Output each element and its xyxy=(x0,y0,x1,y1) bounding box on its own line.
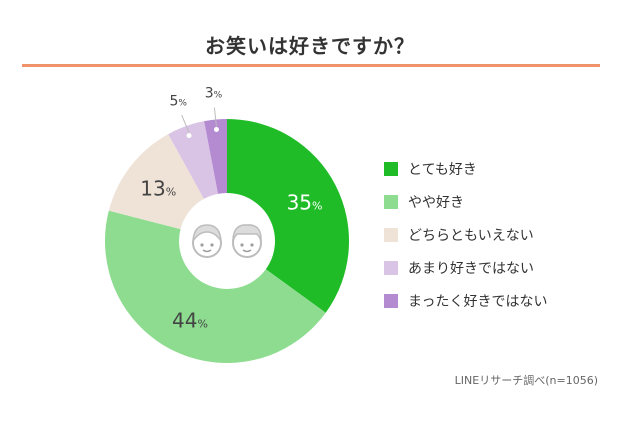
label-dot-3 xyxy=(186,133,192,139)
slice-4 xyxy=(204,119,227,194)
label-line-3 xyxy=(181,114,190,133)
person-icon-right xyxy=(232,224,262,258)
legend-label-0: とても好き xyxy=(408,161,477,178)
data-label-4: 3% xyxy=(205,86,223,102)
title-underline xyxy=(22,64,600,67)
source-note: LINEリサーチ調べ(n=1056) xyxy=(454,374,598,387)
label-line-4 xyxy=(213,107,217,127)
legend-item-3: あまり好きではない xyxy=(384,251,547,284)
legend-swatch-2 xyxy=(384,227,398,242)
data-label-1: 44% xyxy=(172,309,208,333)
legend-label-2: どちらともいえない xyxy=(408,227,534,244)
legend-item-1: やや好き xyxy=(384,185,547,218)
slice-0 xyxy=(227,119,349,313)
legend-swatch-4 xyxy=(384,293,398,308)
chart-title: お笑いは好きですか？ xyxy=(205,34,415,58)
slice-1 xyxy=(105,210,326,363)
legend-label-1: やや好き xyxy=(408,194,464,211)
legend-item-4: まったく好きではない xyxy=(384,284,547,317)
label-dot-4 xyxy=(213,126,219,132)
legend-swatch-0 xyxy=(384,161,398,176)
person-icon-left xyxy=(192,224,222,258)
legend-label-4: まったく好きではない xyxy=(408,293,548,310)
legend-item-0: とても好き xyxy=(384,152,547,185)
legend-swatch-3 xyxy=(384,260,398,275)
data-label-0: 35% xyxy=(287,191,323,215)
data-label-2: 13% xyxy=(140,177,176,201)
slice-3 xyxy=(168,121,219,199)
chart-legend: とても好きやや好きどちらともいえない あまり好きではない まったく好きではない xyxy=(384,152,547,317)
data-label-3: 5% xyxy=(169,94,187,110)
legend-swatch-1 xyxy=(384,194,398,209)
legend-item-2: どちらともいえない xyxy=(384,218,547,251)
slice-2 xyxy=(108,134,204,230)
legend-label-3: あまり好きではない xyxy=(408,260,534,277)
